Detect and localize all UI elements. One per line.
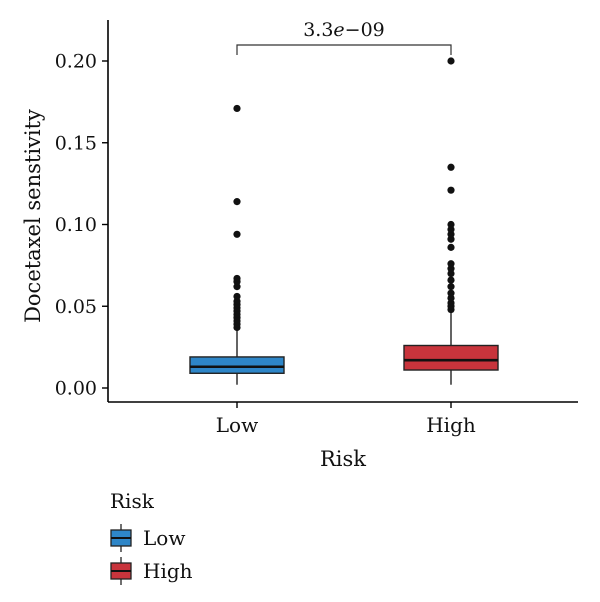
outlier-point bbox=[233, 274, 241, 283]
outlier-point bbox=[233, 292, 241, 301]
outlier-point bbox=[447, 186, 455, 194]
legend-items: Low High bbox=[110, 524, 193, 585]
legend: Risk Low High bbox=[110, 489, 193, 585]
y-tick-label: 0.00 bbox=[55, 378, 97, 400]
legend-item-low: Low bbox=[110, 524, 185, 552]
outlier-point bbox=[447, 283, 455, 291]
box-body bbox=[189, 356, 285, 374]
plot-area: 0.00 0.05 0.10 0.15 0.20 Low High 3.3e−09 Ris… bbox=[21, 19, 578, 471]
x-axis-ticks: Low High bbox=[216, 402, 476, 437]
y-tick-label: 0.10 bbox=[55, 214, 97, 236]
bracket-line bbox=[236, 44, 452, 55]
box-group bbox=[189, 57, 499, 385]
p-value-label: 3.3e−09 bbox=[303, 19, 385, 41]
outlier-point bbox=[447, 276, 455, 284]
x-tick-label: High bbox=[426, 413, 476, 437]
outlier-point bbox=[233, 230, 241, 238]
outlier-point bbox=[447, 243, 455, 251]
y-tick-label: 0.05 bbox=[55, 296, 97, 318]
outlier-point bbox=[447, 260, 455, 268]
box-low bbox=[189, 104, 285, 385]
significance-bracket: 3.3e−09 bbox=[236, 19, 452, 55]
legend-title: Risk bbox=[110, 489, 155, 513]
legend-item-high: High bbox=[110, 557, 193, 585]
x-axis-label: Risk bbox=[320, 447, 366, 471]
box-body bbox=[403, 344, 499, 371]
outlier-point bbox=[447, 220, 455, 229]
outlier-point bbox=[233, 198, 241, 206]
outlier-point bbox=[447, 289, 455, 297]
y-tick-label: 0.20 bbox=[55, 51, 97, 73]
x-tick-label: Low bbox=[216, 413, 258, 437]
legend-label: Low bbox=[143, 526, 185, 550]
legend-label: High bbox=[143, 559, 193, 583]
y-axis-label: Docetaxel senstivity bbox=[21, 109, 45, 323]
outlier-point bbox=[233, 104, 241, 113]
outlier-point bbox=[447, 57, 455, 65]
box-high bbox=[403, 57, 499, 385]
y-tick-label: 0.15 bbox=[55, 132, 97, 154]
outlier-point bbox=[447, 163, 455, 171]
y-axis-ticks: 0.00 0.05 0.10 0.15 0.20 bbox=[55, 51, 108, 400]
